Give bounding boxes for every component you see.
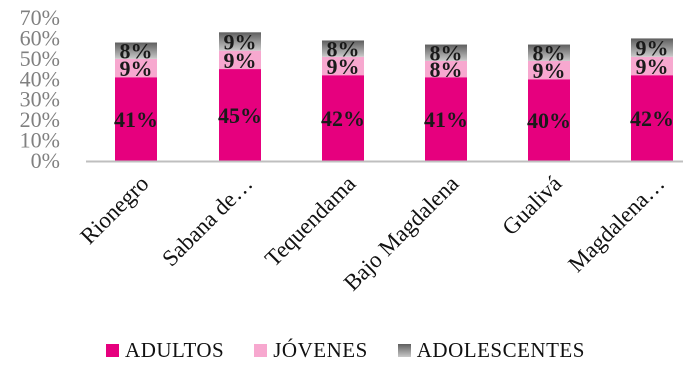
category-label-sabana-de: Sabana de… <box>157 171 257 271</box>
data-label-adultos-gualiva: 40% <box>527 108 571 133</box>
bar-adultos-rionegro <box>115 77 157 161</box>
bar-jovenes-gualiva <box>528 60 570 80</box>
legend-swatch-jovenes <box>254 344 268 357</box>
bar-jovenes-bajo-magdalena <box>425 60 467 78</box>
y-tick-label: 60% <box>20 25 60 50</box>
bars-group <box>115 32 673 161</box>
bar-adultos-gualiva <box>528 79 570 161</box>
data-label-adolescentes-rionegro: 8% <box>120 39 153 64</box>
data-label-adolescentes-bajo-magdalena: 8% <box>430 41 463 66</box>
data-labels-group: 41%9%8%45%9%9%42%9%8%41%8%8%40%9%8%42%9%… <box>114 29 674 133</box>
bar-adolescentes-sabana-de <box>219 32 261 51</box>
y-tick-label: 50% <box>20 46 60 71</box>
bar-adultos-magdalena <box>631 75 673 161</box>
data-label-jovenes-sabana-de: 9% <box>224 48 257 73</box>
data-label-jovenes-magdalena: 9% <box>636 54 669 79</box>
legend-item-adolescentes: ADOLESCENTES <box>397 338 585 363</box>
bar-adolescentes-bajo-magdalena <box>425 44 467 61</box>
bar-adultos-bajo-magdalena <box>425 77 467 161</box>
data-label-adultos-magdalena: 42% <box>630 106 674 131</box>
bar-jovenes-rionegro <box>115 58 157 78</box>
legend-label-adultos: ADULTOS <box>125 338 225 362</box>
data-label-adolescentes-sabana-de: 9% <box>224 29 257 54</box>
legend-label-jovenes: JÓVENES <box>273 338 368 362</box>
data-label-adultos-bajo-magdalena: 41% <box>424 107 468 132</box>
legend-item-adultos: ADULTOS <box>106 338 224 363</box>
category-label-gualiva: Gualivá <box>497 171 566 240</box>
bar-adolescentes-gualiva <box>528 44 570 61</box>
y-tick-label: 30% <box>20 87 60 112</box>
y-tick-label: 70% <box>20 5 60 30</box>
bar-jovenes-tequendama <box>322 56 364 76</box>
data-label-adolescentes-magdalena: 9% <box>636 36 669 61</box>
data-label-adolescentes-tequendama: 8% <box>327 37 360 62</box>
bar-jovenes-magdalena <box>631 56 673 76</box>
bar-adolescentes-rionegro <box>115 42 157 59</box>
data-label-adultos-sabana-de: 45% <box>218 103 262 128</box>
y-axis-ticks: 0%10%20%30%40%50%60%70% <box>20 5 60 173</box>
data-label-adultos-tequendama: 42% <box>321 106 365 131</box>
legend: ADULTOS JÓVENES ADOLESCENTES <box>0 338 691 363</box>
data-label-jovenes-gualiva: 9% <box>533 58 566 83</box>
data-label-adolescentes-gualiva: 8% <box>533 41 566 66</box>
legend-item-jovenes: JÓVENES <box>254 338 368 363</box>
category-label-rionegro: Rionegro <box>75 171 153 249</box>
legend-swatch-adultos <box>106 344 120 357</box>
bar-jovenes-sabana-de <box>219 50 261 70</box>
stacked-bar-chart: 0%10%20%30%40%50%60%70% 41%9%8%45%9%9%42… <box>20 5 683 296</box>
category-label-tequendama: Tequendama <box>260 171 361 272</box>
legend-label-adolescentes: ADOLESCENTES <box>416 338 585 362</box>
y-tick-label: 40% <box>20 66 60 91</box>
data-label-jovenes-tequendama: 9% <box>327 54 360 79</box>
bar-adolescentes-magdalena <box>631 38 673 57</box>
legend-swatch-adolescentes <box>397 344 411 357</box>
y-tick-label: 20% <box>20 107 60 132</box>
category-label-magdalena: Magdalena… <box>563 171 669 277</box>
data-label-jovenes-bajo-magdalena: 8% <box>430 57 463 82</box>
y-tick-label: 0% <box>31 148 60 173</box>
y-tick-label: 10% <box>20 128 60 153</box>
bar-adultos-sabana-de <box>219 69 261 161</box>
data-label-jovenes-rionegro: 9% <box>120 56 153 81</box>
bar-adultos-tequendama <box>322 75 364 161</box>
bar-adolescentes-tequendama <box>322 40 364 57</box>
data-label-adultos-rionegro: 41% <box>114 107 158 132</box>
